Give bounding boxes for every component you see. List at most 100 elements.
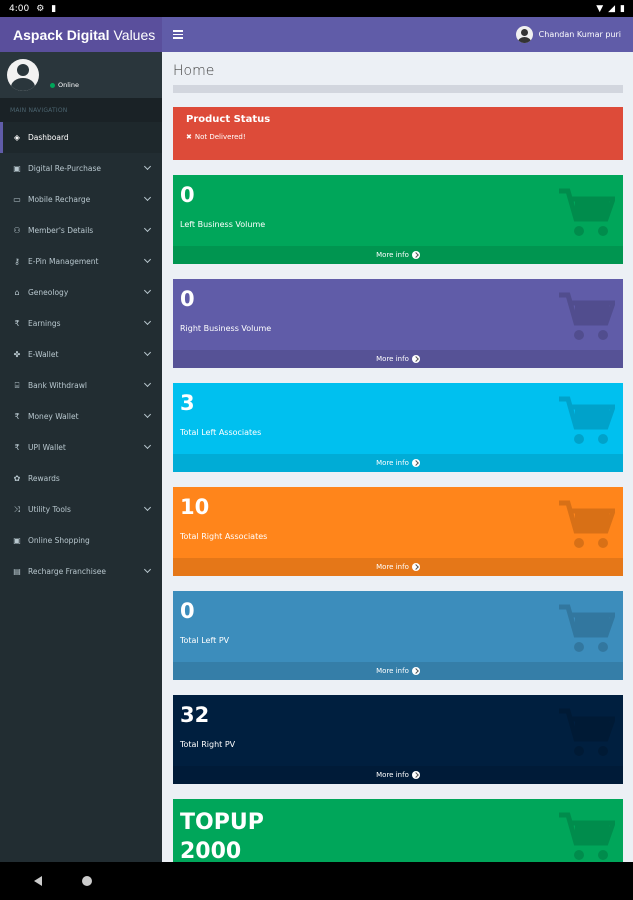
more-info-link[interactable]: More info xyxy=(173,454,623,472)
sidebar-item-label: Earnings xyxy=(28,319,61,328)
more-info-label: More info xyxy=(376,667,409,675)
home-icon[interactable] xyxy=(82,876,92,886)
stat-box: 0 Left Business Volume More info xyxy=(173,175,623,264)
user-panel: Online xyxy=(0,52,162,98)
arrow-circle-right-icon xyxy=(411,667,420,675)
more-info-link[interactable]: More info xyxy=(173,662,623,680)
chevron-down-icon xyxy=(143,162,152,171)
handshake-icon: ✤ xyxy=(13,350,21,359)
product-status-value: Not Delivered! xyxy=(194,133,246,141)
app-header: Aspack Digital Values Chandan Kumar puri xyxy=(0,17,633,52)
stat-label: Total Right PV xyxy=(180,740,236,749)
sidebar-item-label: Money Wallet xyxy=(28,412,79,421)
sidebar-item-mobile-recharge[interactable]: ▭ Mobile Recharge xyxy=(0,184,162,215)
more-info-link[interactable]: More info xyxy=(173,246,623,264)
key-icon: ⚷ xyxy=(14,257,20,266)
sidebar-item-dashboard[interactable]: ◈ Dashboard xyxy=(0,122,162,153)
shopping-cart-icon xyxy=(559,292,615,340)
stat-value: 0 xyxy=(180,599,195,623)
sidebar-item-bank-withdrawl[interactable]: ⌸ Bank Withdrawl xyxy=(0,370,162,401)
back-icon[interactable] xyxy=(34,876,42,886)
clock: 4:00 xyxy=(9,3,30,14)
sidebar-item-label: E-Pin Management xyxy=(28,257,99,266)
sidebar-item-money-wallet[interactable]: ₹ Money Wallet xyxy=(0,401,162,432)
sidebar-item-rewards[interactable]: ✿ Rewards xyxy=(0,463,162,494)
arrow-circle-right-icon xyxy=(411,355,420,363)
sidebar-item-label: Dashboard xyxy=(28,133,69,142)
more-info-label: More info xyxy=(376,459,409,467)
wifi-icon: ▼ xyxy=(596,3,604,14)
more-info-label: More info xyxy=(376,563,409,571)
sidebar-item-recharge-franchisee[interactable]: ▤ Recharge Franchisee xyxy=(0,556,162,587)
dashboard-icon: ◈ xyxy=(13,133,21,142)
menu-toggle-icon[interactable] xyxy=(173,30,183,39)
stat-label: Total Right Associates xyxy=(180,532,268,541)
user-menu[interactable]: Chandan Kumar puri xyxy=(515,26,621,43)
shopping-cart-icon xyxy=(559,812,615,860)
chevron-down-icon xyxy=(143,410,152,419)
android-nav-bar xyxy=(0,862,633,900)
user-name: Chandan Kumar puri xyxy=(538,30,621,39)
arrow-circle-right-icon xyxy=(411,563,420,571)
more-info-link[interactable]: More info xyxy=(173,350,623,368)
sidebar-item-label: Recharge Franchisee xyxy=(28,567,106,576)
page-title: Home xyxy=(173,63,215,79)
stat-box: 32 Total Right PV More info xyxy=(173,695,623,784)
more-info-link[interactable]: More info xyxy=(173,766,623,784)
android-status-bar: 4:00 ⚙ ▮ ▼ ◢ ▮ xyxy=(0,0,633,17)
chevron-down-icon xyxy=(143,503,152,512)
shopping-cart-icon xyxy=(559,604,615,652)
sidebar-item-earnings[interactable]: ₹ Earnings xyxy=(0,308,162,339)
online-label: Online xyxy=(58,81,79,89)
more-info-label: More info xyxy=(376,355,409,363)
battery-icon: ▮ xyxy=(620,3,625,14)
sidebar-item-upi-wallet[interactable]: ₹ UPI Wallet xyxy=(0,432,162,463)
settings-icon: ⚙ xyxy=(36,3,45,14)
stat-label: Total Left PV xyxy=(180,636,230,645)
sidebar-item-label: Geneology xyxy=(28,288,69,297)
stat-box: TOPUP 2000 xyxy=(173,799,623,862)
sidebar-item-label: UPI Wallet xyxy=(28,443,66,452)
main-content: Home Product Status ✖ Not Delivered! 0 Le… xyxy=(162,52,633,862)
battery-icon: ▭ xyxy=(13,195,21,204)
cart-icon: ▣ xyxy=(13,536,21,545)
sidebar-item-label: E-Wallet xyxy=(28,350,59,359)
rupee-icon: ₹ xyxy=(14,319,20,328)
more-info-label: More info xyxy=(376,251,409,259)
more-info-label: More info xyxy=(376,771,409,779)
rupee-icon: ₹ xyxy=(14,412,20,421)
user-avatar-icon xyxy=(515,26,533,43)
arrow-circle-right-icon xyxy=(411,251,420,259)
arrow-circle-right-icon xyxy=(411,459,420,467)
shopping-cart-icon xyxy=(559,188,615,236)
bank-icon: ⌸ xyxy=(14,380,20,390)
sidebar-item-label: Bank Withdrawl xyxy=(28,381,87,390)
top-navbar: Chandan Kumar puri xyxy=(162,17,633,52)
arrow-circle-right-icon xyxy=(411,771,420,779)
sidebar-item-e-wallet[interactable]: ✤ E-Wallet xyxy=(0,339,162,370)
sidebar-item-e-pin-management[interactable]: ⚷ E-Pin Management xyxy=(0,246,162,277)
product-status-title: Product Status xyxy=(186,114,271,125)
stat-value: TOPUP 2000 xyxy=(180,810,264,862)
shopping-cart-icon xyxy=(559,708,615,756)
chevron-down-icon xyxy=(143,286,152,295)
rupee-icon: ₹ xyxy=(14,443,20,452)
users-icon: ⚇ xyxy=(13,226,21,235)
chevron-down-icon xyxy=(143,317,152,326)
stat-label: Total Left Associates xyxy=(180,428,262,437)
sidebar-item-utility-tools[interactable]: ⤨ Utility Tools xyxy=(0,494,162,525)
sidebar-item-member-s-details[interactable]: ⚇ Member's Details xyxy=(0,215,162,246)
stat-label: Left Business Volume xyxy=(180,220,266,229)
stat-value: 3 xyxy=(180,391,195,415)
logo-bold-text: Aspack Digital xyxy=(13,26,110,43)
chevron-down-icon xyxy=(143,193,152,202)
app-logo[interactable]: Aspack Digital Values xyxy=(0,17,162,52)
chevron-down-icon xyxy=(143,348,152,357)
sidebar-item-geneology[interactable]: ⌂ Geneology xyxy=(0,277,162,308)
stat-box: 0 Total Left PV More info xyxy=(173,591,623,680)
sidebar-item-digital-re-purchase[interactable]: ▣ Digital Re-Purchase xyxy=(0,153,162,184)
chevron-down-icon xyxy=(143,441,152,450)
chevron-down-icon xyxy=(143,379,152,388)
more-info-link[interactable]: More info xyxy=(173,558,623,576)
sidebar-item-online-shopping[interactable]: ▣ Online Shopping xyxy=(0,525,162,556)
